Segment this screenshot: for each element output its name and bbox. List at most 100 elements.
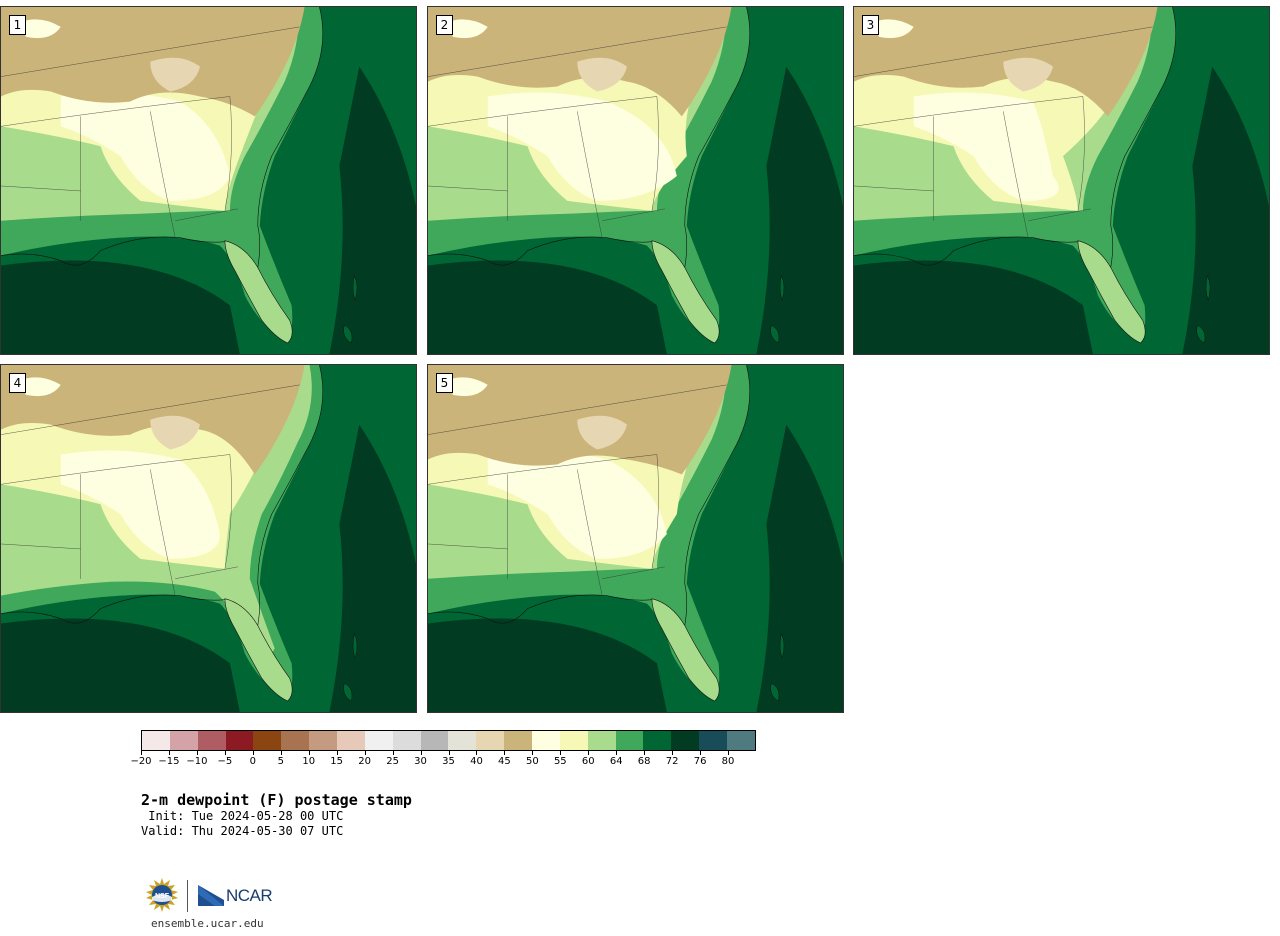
- gulf-deep: [1, 618, 240, 712]
- state-border: [428, 384, 727, 435]
- colorbar-tickmark: [141, 751, 142, 755]
- colorbar-segment: [727, 731, 755, 750]
- state-border: [577, 469, 603, 596]
- island: [779, 632, 785, 660]
- colorbar-segment: [142, 731, 170, 750]
- colorbar-tickmark: [644, 751, 646, 755]
- atlantic-deep: [329, 66, 416, 354]
- colorbar-tick-label: 76: [693, 756, 707, 767]
- colorbar-segment: [476, 731, 505, 750]
- moist-patch: [873, 19, 914, 39]
- colorbar-tick-label: 68: [637, 756, 651, 767]
- dry-air-light: [150, 415, 201, 450]
- atlantic-coastline: [684, 365, 751, 626]
- colorbar-tick-label: 10: [302, 756, 316, 767]
- map-panel-1: 1: [0, 6, 417, 355]
- site-url: ensemble.ucar.edu: [151, 917, 264, 930]
- colorbar-segment: [699, 731, 728, 750]
- colorbar-tick-label: 40: [470, 756, 483, 767]
- gulf-deep: [1, 260, 240, 354]
- state-border: [854, 26, 1153, 77]
- state-border: [428, 454, 657, 485]
- florida-peninsula: [651, 598, 720, 702]
- colorbar-segment: [197, 731, 226, 750]
- logo-divider: [187, 880, 188, 912]
- atlantic-coastline: [1110, 7, 1177, 268]
- colorbar-tick-label: 72: [665, 756, 679, 767]
- init-time: Init: Tue 2024-05-28 00 UTC: [141, 809, 344, 823]
- state-border: [1028, 208, 1091, 221]
- state-border: [1003, 111, 1029, 238]
- ncar-logo-text: NCAR: [226, 886, 273, 905]
- colorbar-tick-label: 64: [609, 756, 623, 767]
- panel-number: 5: [436, 373, 453, 393]
- state-border: [1, 543, 81, 550]
- colorbar-tickmark: [616, 751, 618, 755]
- colorbar-tick-label: −10: [186, 756, 208, 767]
- florida-peninsula: [651, 240, 720, 344]
- gulf-deep: [854, 260, 1093, 354]
- island: [770, 324, 780, 344]
- colorbar-tickmark: [308, 751, 310, 755]
- colorbar-tickmark: [280, 751, 282, 755]
- atlantic-coastline: [257, 7, 324, 268]
- dry-air-light: [150, 57, 201, 92]
- colorbar-tickmark: [672, 751, 674, 755]
- valid-time: Valid: Thu 2024-05-30 07 UTC: [141, 824, 344, 838]
- plot-title: 2-m dewpoint (F) postage stamp: [141, 791, 412, 809]
- island: [352, 274, 358, 302]
- state-border: [224, 454, 232, 569]
- state-border: [428, 543, 508, 550]
- island: [343, 682, 353, 702]
- map-panel-5: 5: [427, 364, 844, 713]
- gulf-coastline: [428, 236, 652, 266]
- colorbar-tickmark: [252, 751, 254, 755]
- island: [770, 682, 780, 702]
- panel-number: 3: [862, 15, 879, 35]
- dewpoint-map-2: [428, 7, 843, 354]
- colorbar-tickmark: [476, 751, 478, 755]
- gulf-coastline: [1, 236, 225, 266]
- state-border: [577, 111, 603, 238]
- map-panel-4: 4: [0, 364, 417, 713]
- nsf-logo-text: NSF: [155, 893, 170, 900]
- colorbar-segment: [309, 731, 338, 750]
- cream-zone: [487, 450, 667, 559]
- colorbar-tick-label: 45: [498, 756, 511, 767]
- colorbar-segment: [225, 731, 254, 750]
- colorbar-segment: [532, 731, 560, 750]
- island: [779, 274, 785, 302]
- cream-zone: [487, 92, 677, 201]
- colorbar-tick-label: 5: [277, 756, 284, 767]
- state-border: [602, 208, 665, 221]
- state-border: [150, 111, 176, 238]
- colorbar-tick-label: 50: [525, 756, 539, 767]
- colorbar-tickmark: [448, 751, 450, 755]
- state-border: [1077, 96, 1085, 211]
- dewpoint-map-3: [854, 7, 1269, 354]
- colorbar-segment: [420, 731, 449, 750]
- colorbar-tick-label: 25: [386, 756, 399, 767]
- map-panel-3: 3: [853, 6, 1270, 355]
- gulf-coastline: [1, 594, 225, 624]
- cream-zone: [913, 92, 1059, 201]
- map-panel-2: 2: [427, 6, 844, 355]
- colorbar-tick-label: 0: [249, 756, 256, 767]
- colorbar-tickmark: [168, 751, 170, 755]
- cream-zone: [60, 92, 230, 201]
- state-border: [651, 96, 659, 211]
- colorbar-segment: [671, 731, 700, 750]
- state-border: [1, 185, 81, 192]
- atlantic-coastline: [257, 365, 324, 626]
- state-border: [150, 469, 176, 596]
- state-border: [224, 96, 232, 211]
- state-border: [428, 26, 727, 77]
- atlantic-deep: [1182, 66, 1269, 354]
- colorbar-tick-label: 15: [330, 756, 344, 767]
- dewpoint-map-1: [1, 7, 416, 354]
- colorbar-tick-label: −15: [158, 756, 180, 767]
- colorbar-segment: [337, 731, 365, 750]
- colorbar-tickmark: [728, 751, 730, 755]
- atlantic-deep: [329, 424, 416, 712]
- moist-patch: [20, 19, 61, 39]
